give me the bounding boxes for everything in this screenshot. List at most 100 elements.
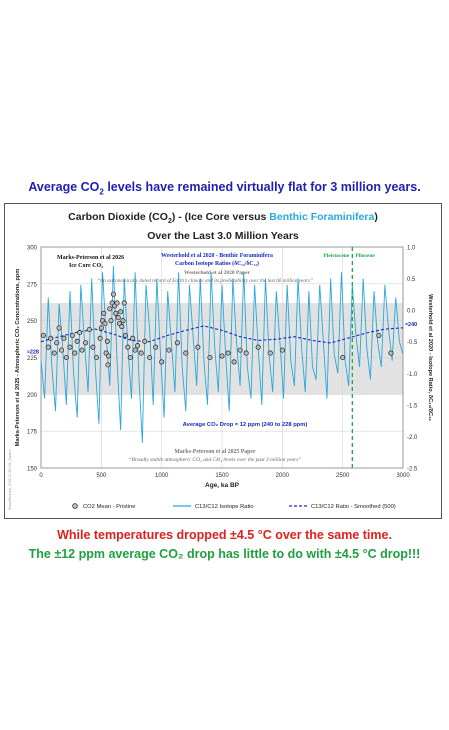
annotation-bottom-quote: “Broadly stable atmospheric CO₂ and CH₄ … (129, 456, 302, 463)
series-smoothed-line (40, 325, 404, 344)
y-tick-label-left: 175 (27, 430, 38, 436)
chart-title-part: ) - (Ice Core versus (171, 211, 270, 223)
co2-point (142, 338, 148, 344)
co2-point (98, 325, 104, 331)
headline-text: Average CO (28, 180, 100, 194)
x-tick-label: 1500 (215, 473, 229, 479)
co2-point (130, 335, 136, 341)
co2-point (122, 332, 129, 338)
co2-point (183, 350, 189, 356)
chart-subtitle: Over the Last 3.0 Million Years (147, 230, 299, 243)
chart-svg: 150 175 200 225 250 275 300 -2.5 -2.0 -1.5 -1.0 -0.… (8, 246, 433, 511)
annotation-bottom-paper: Marks-Peterson et al 2025 Paper (174, 449, 256, 455)
x-tick-label: 2500 (336, 473, 350, 479)
y-tick-label-right: -1.0 (407, 372, 418, 378)
co2-point (69, 332, 75, 338)
co2-point (255, 344, 261, 350)
chart-title-part: ) (374, 211, 378, 223)
co2-point (93, 354, 100, 361)
co2-point (106, 353, 112, 359)
co2-point (72, 350, 78, 356)
co2-point (83, 340, 89, 346)
chart-title-part: Carbon Dioxide (CO (68, 211, 168, 223)
legend-label-smoothed: C13/C12 Ratio - Smoothed (500) (311, 504, 396, 510)
x-tick-label: 500 (96, 473, 107, 479)
annotation-top-block-line1: Westerhold et al 2020 - Benthic Foramini… (161, 253, 273, 259)
co2-point (110, 291, 116, 297)
co2-point (90, 344, 96, 350)
co2-point (376, 332, 382, 338)
co2-point (340, 354, 346, 361)
y-tick-label-right: 0.0 (407, 309, 416, 315)
co2-point (54, 340, 60, 346)
x-axis-label: Age, ka BP (205, 482, 240, 489)
y-tick-label-left: 150 (27, 467, 38, 473)
legend-label-isotope: C13/C12 Isotope Ratio (195, 504, 254, 510)
co2-point (101, 310, 107, 316)
annotation-top-quote: “An astronomically dated record of Earth… (97, 277, 313, 284)
co2-point (132, 347, 138, 353)
co2-point (121, 300, 127, 306)
co2-point (279, 347, 285, 353)
co2-point (153, 344, 159, 350)
x-tick-label: 1000 (155, 473, 169, 479)
y-tick-label-right: -0.5 (407, 340, 418, 346)
y-tick-label-left: 250 (27, 319, 38, 325)
co2-point (138, 350, 144, 356)
y-tick-label-left: 275 (27, 282, 38, 288)
co2-point (388, 350, 394, 356)
co2-point (51, 350, 57, 356)
co2-point (86, 326, 92, 333)
annotation-average-drop: Average CO₂ Drop ≈ 12 ppm (240 to 228 pp… (183, 422, 308, 428)
co2-point (40, 332, 46, 338)
y-tick-label-right: -2.5 (407, 467, 418, 473)
co2-point (119, 324, 125, 330)
y-axis-label-left: Marks-Peterson et al 2025 - Atmospheric … (15, 269, 21, 447)
co2-point (125, 344, 131, 350)
co2-point (67, 344, 73, 350)
co2-point (134, 343, 141, 349)
co2-point (74, 338, 80, 344)
co2-point (231, 359, 237, 365)
co2-point (105, 362, 111, 368)
annotation-top-block-line2: Carbon Isotope Ratios (δC₁₃/δC₁₂) (175, 260, 259, 267)
y-tick-label-right: 1.0 (407, 246, 416, 252)
co2-point (107, 306, 113, 312)
co2-point (113, 310, 119, 316)
co2-point (61, 335, 67, 341)
chart-title-highlight: Benthic Foraminifera (269, 211, 375, 223)
co2-point (114, 300, 120, 306)
bottom-text-green: The ±12 ppm average CO₂ drop has little … (28, 547, 421, 561)
headline-subscript: 2 (99, 187, 104, 197)
co2-point (63, 354, 69, 361)
co2-point (174, 340, 180, 346)
pleistocene-label: Pleistocene (323, 253, 350, 259)
co2-point (225, 350, 231, 356)
co2-point (195, 344, 201, 350)
y-tick-label-left: 300 (27, 246, 38, 252)
co2-point (267, 350, 273, 356)
annotation-left-start-value: ≈228 (27, 350, 39, 356)
co2-point (45, 344, 51, 350)
y-tick-label-left: 200 (27, 393, 38, 399)
chart-title: Carbon Dioxide (CO2) - (Ice Core versus … (5, 210, 441, 243)
headline-text-rest: levels have remained virtually flat for … (103, 180, 421, 194)
pliocene-label: Pliocene (355, 253, 375, 259)
co2-point (207, 354, 213, 361)
co2-point (147, 354, 153, 361)
co2-point (48, 335, 54, 341)
annotation-left-block-line2: Ice Core CO₂ (69, 263, 103, 269)
annotation-credit: Stacy Benham, 2025-12-28 CO₂ Carbon (8, 449, 12, 510)
co2-point (120, 318, 126, 324)
co2-point (219, 353, 225, 359)
co2-point (118, 309, 124, 315)
x-tick-label: 2000 (276, 473, 290, 479)
co2-point (237, 347, 243, 353)
co2-point (166, 347, 172, 353)
y-axis-label-right: Westerhold et al 2020 - Isotope Ratio, δ… (427, 294, 433, 421)
legend-label-co2: CO2 Mean - Pristine (83, 504, 136, 510)
plot-area-border (40, 246, 404, 469)
co2-point (58, 347, 65, 353)
x-tick-label: 0 (39, 473, 43, 479)
co2-point (115, 315, 121, 321)
